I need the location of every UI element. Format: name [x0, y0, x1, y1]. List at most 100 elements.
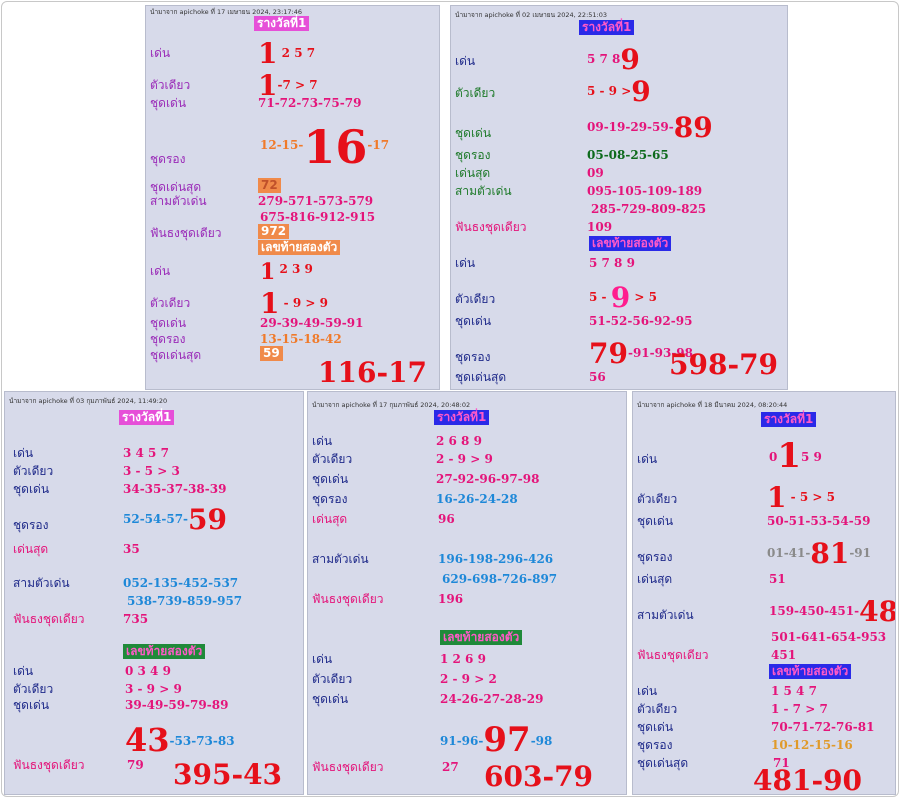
prize-title: รางวัลที่1: [761, 412, 817, 427]
rong2-value: 79-91-93-98: [589, 340, 693, 368]
sam-val: 159-450-451-: [769, 604, 860, 618]
tua-rest: 5 - 9 >: [587, 84, 632, 98]
fan-label: ฟันธงชุดเดียว: [455, 220, 527, 234]
rong-pre: 01-41-: [767, 546, 811, 560]
den2-label: เด่น: [637, 684, 658, 698]
tua-label: ตัวเดียว: [455, 86, 496, 100]
sud-label: เด่นสุด: [312, 512, 348, 526]
sam-value-2: 538-739-859-957: [127, 594, 243, 608]
sam-value-1: 196-198-296-426: [438, 552, 554, 566]
sub-title: เลขท้ายสองตัว: [123, 644, 206, 659]
tua-rest: -7 > 7: [277, 78, 318, 92]
sud2-label: ชุดเด่นสุด: [455, 370, 507, 384]
chud-big: 89: [673, 111, 713, 144]
sub-title: เลขท้ายสองตัว: [769, 664, 852, 679]
chud2-label: ชุดเด่น: [13, 698, 50, 712]
chud-label: ชุดเด่น: [150, 96, 187, 110]
rong-pre: 12-15-: [260, 138, 304, 152]
panel-apr-02: นำมาจาก apichoke ที่ 02 เมษายน 2024, 22:…: [450, 5, 788, 390]
rong-label: ชุดรอง: [455, 148, 491, 162]
rong-value: 52-54-57-59: [123, 506, 227, 534]
prize-title: รางวัลที่1: [254, 16, 310, 31]
rong-label: ชุดรอง: [637, 550, 673, 564]
chud2-label: ชุดเด่น: [312, 692, 349, 706]
rong2-pre: 91-96-: [440, 734, 484, 748]
fan-value: 109: [587, 220, 613, 234]
result-number: 603-79: [484, 760, 594, 793]
den-rest: 5 7 8: [587, 52, 621, 66]
rong-label: ชุดรอง: [13, 518, 49, 532]
sud-value: 96: [438, 512, 455, 526]
sam-value-1: 159-450-451-481: [769, 595, 895, 628]
fan-value: 451: [771, 648, 797, 662]
chud2-value: 39-49-59-79-89: [125, 698, 229, 712]
sam-value-2: 501-641-654-953: [771, 630, 887, 644]
sud2-value: 71: [773, 756, 790, 770]
chud-label: ชุดเด่น: [455, 126, 492, 140]
panel-header: นำมาจาก apichoke ที่ 17 กุมภาพันธ์ 2024,…: [312, 401, 471, 409]
den2-value: 1 2 6 9: [440, 652, 486, 666]
panel-feb-17: นำมาจาก apichoke ที่ 17 กุมภาพันธ์ 2024,…: [307, 391, 627, 795]
chud-value: 09-19-29-59-89: [587, 114, 713, 142]
rong-value: 16-26-24-28: [436, 492, 518, 506]
den-label: เด่น: [637, 452, 658, 466]
panel-header: นำมาจาก apichoke ที่ 03 กุมภาพันธ์ 2024,…: [9, 397, 168, 405]
sud-label: ชุดเด่นสุด: [150, 180, 202, 194]
den2-value: 1 5 4 7: [771, 684, 817, 698]
den2-label: เด่น: [455, 256, 476, 270]
tua-label: ตัวเดียว: [637, 492, 678, 506]
den-value: 3 4 5 7: [123, 446, 169, 460]
sub-title: เลขท้ายสองตัว: [258, 240, 341, 255]
sud-value: 35: [123, 542, 140, 556]
rong2-big: 79: [589, 337, 628, 370]
rong-val: 52-54-57-: [123, 512, 189, 526]
den2-label: เด่น: [150, 264, 171, 278]
rong2-value: 13-15-18-42: [260, 332, 342, 346]
chud-label: ชุดเด่น: [13, 482, 50, 496]
rong2-post: -53-73-83: [169, 734, 235, 748]
rong-big: 59: [188, 503, 228, 536]
den-big: 9: [620, 43, 640, 76]
panel-header: นำมาจาก apichoke ที่ 02 เมษายน 2024, 22:…: [455, 11, 607, 19]
sam-big: 481: [859, 595, 895, 628]
fan2-value: 79: [127, 758, 144, 772]
chud2-label: ชุดเด่น: [150, 316, 187, 330]
sud-value: 72: [258, 178, 281, 193]
sud-label: เด่นสุด: [455, 166, 491, 180]
den-rest: 2 5 7: [281, 46, 316, 60]
rong2-big: 43: [125, 721, 170, 759]
tua-big: 1: [258, 69, 278, 102]
tua-big: 1: [767, 481, 787, 514]
rong2-big: 97: [483, 720, 531, 760]
tua2-value: 1 - 7 > 7: [771, 702, 828, 716]
tua2-value: 2 - 9 > 2: [440, 672, 497, 686]
den2-label: เด่น: [13, 664, 34, 678]
tua-label: ตัวเดียว: [13, 464, 54, 478]
rong-big: 81: [810, 537, 850, 570]
fan-value: 196: [438, 592, 464, 606]
sub-title: เลขท้ายสองตัว: [589, 236, 672, 251]
tua2-big: 1: [260, 287, 280, 320]
panel-apr-17: นำมาจาก apichoke ที่ 17 เมษายน 2024, 23:…: [145, 5, 440, 390]
fan-label: ฟันธงชุดเดียว: [150, 226, 222, 240]
sam-value-2: 675-816-912-915: [260, 210, 376, 224]
prize-title: รางวัลที่1: [119, 410, 175, 425]
rong-label: ชุดรอง: [150, 152, 186, 166]
tua-value: 5 - 9 >9: [587, 78, 651, 106]
prize-title: รางวัลที่1: [579, 20, 635, 35]
chud-label: ชุดเด่น: [312, 472, 349, 486]
tua2-value: 3 - 9 > 9: [125, 682, 182, 696]
tua2-rest: - 9 > 9: [283, 296, 328, 310]
chud2-value: 29-39-49-59-91: [260, 316, 364, 330]
rong-value: 05-08-25-65: [587, 148, 669, 162]
chud2-label: ชุดเด่น: [455, 314, 492, 328]
sam-value-1: 095-105-109-189: [587, 184, 703, 198]
tua2-label: ตัวเดียว: [312, 672, 353, 686]
rong-value: 12-15-16-17: [260, 124, 389, 170]
den-label: เด่น: [312, 434, 333, 448]
den2-value: 0 3 4 9: [125, 664, 171, 678]
tua2-label: ตัวเดียว: [455, 292, 496, 306]
fan-label: ฟันธงชุดเดียว: [312, 592, 384, 606]
rong2-post: -98: [530, 734, 553, 748]
den-value: 015 9: [769, 439, 822, 473]
